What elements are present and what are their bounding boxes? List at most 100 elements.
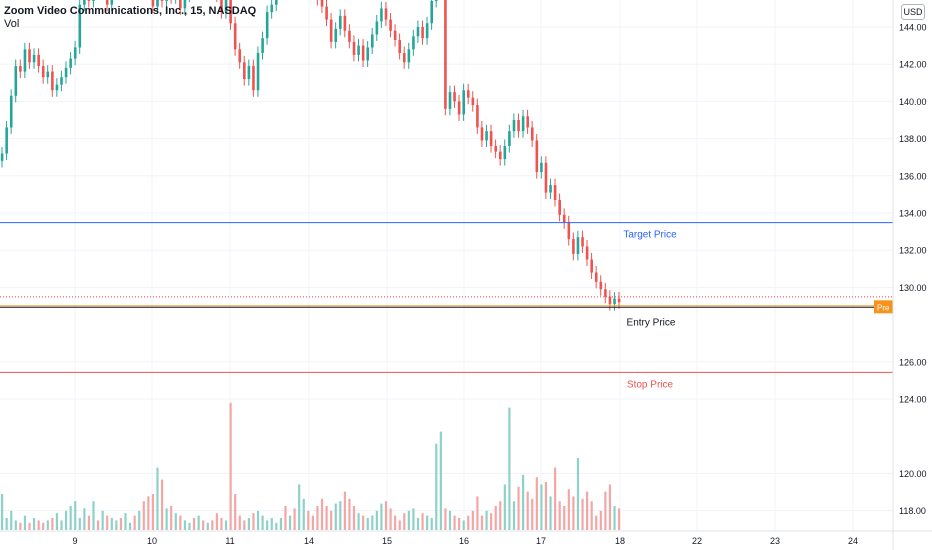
volume-bar [243,520,246,530]
volume-bar [160,479,164,530]
candle-body [530,127,534,141]
volume-bar [371,515,374,530]
time-tick-label: 15 [382,536,392,546]
volume-bar [261,515,264,530]
volume-bar [288,515,292,530]
time-axis[interactable]: 9 10 11 14 15 16 17 18 22 23 24 [0,530,932,546]
volume-bar [87,515,91,530]
volume-bar [430,518,433,530]
volume-bar [92,501,95,530]
volume-bar [403,513,406,530]
time-tick-label: 9 [72,536,77,546]
candle-body [416,27,420,37]
candle-body [457,101,461,115]
price-axis[interactable]: 144.00 142.00 140.00 138.00 136.00 134.00 132.… [892,0,932,550]
volume-bar [503,484,506,530]
candle-body [247,66,251,80]
volume-bar [179,515,182,530]
volume-bar [512,501,516,530]
volume-bar [188,522,191,530]
candle-body [110,0,114,5]
volume-bar [307,510,310,530]
volume-bar [398,520,401,530]
volume-bar [115,520,118,530]
candle-body [23,49,27,72]
candle-body [151,0,155,7]
volume-bar [554,467,557,530]
volume-bar [74,501,77,530]
candle-body [352,41,356,55]
volume-bar [334,503,337,530]
volume-bar [234,494,237,530]
candle-body [444,0,447,109]
volume-bar [14,520,17,530]
volume-bar [192,518,196,530]
volume-bar [421,513,424,530]
candle-body [594,272,598,282]
volume-bar [416,518,420,530]
volume-bar [558,501,561,530]
volume-bar [394,515,397,530]
time-tick-label: 11 [225,536,234,546]
currency-button[interactable]: USD [901,4,925,20]
volume-bar [46,520,49,530]
volume-bar [330,510,333,530]
stop-price-label: Stop Price [627,379,674,390]
candle-body [489,131,493,147]
volume-bar [471,510,474,530]
volume-bar [311,515,314,530]
volume-bar [151,494,155,530]
volume-bar [343,491,346,530]
candle-body [320,0,324,7]
volume-bar [448,510,452,530]
candle-body [412,36,415,50]
price-tick-label: 120.00 [899,469,927,479]
candle-body [380,8,383,22]
volume-bar [490,513,493,530]
volume-bar [23,515,27,530]
candle-body [78,4,82,48]
volume-bar [28,522,31,530]
candle-body [256,53,260,91]
volume-bar [106,515,109,530]
price-tick-label: 142.00 [899,60,927,70]
price-tick-label: 140.00 [899,97,927,107]
volume-bar [595,515,598,530]
volume-bar [142,501,145,530]
candle-body [37,54,40,67]
volume-bar [458,518,461,530]
volume-bar [224,520,228,530]
time-tick-label: 18 [615,536,625,546]
volume-bar [316,506,319,530]
volume-bar [256,510,260,530]
candle-body [275,0,278,5]
volume-bar [522,474,525,530]
candle-body [224,0,228,13]
price-axis-bg [893,0,932,550]
candle-body [270,4,274,13]
time-tick-label: 16 [459,536,469,546]
candle-body [585,246,589,260]
price-tick-label: 144.00 [899,23,927,33]
volume-bar [51,518,54,530]
volume-bar [266,520,269,530]
candle-body [576,237,580,254]
candle-body [466,90,470,98]
candle-body [480,127,484,141]
premarket-badge: Pre [877,303,890,312]
candle-body [243,62,246,80]
candle-body [471,97,475,106]
price-tick-label: 118.00 [899,506,926,516]
time-tick-label: 22 [692,536,702,546]
volume-bar [69,506,72,530]
volume-bar [540,484,543,530]
volume-bar [279,518,282,530]
volume-bar [389,508,392,530]
candle-body [361,45,365,61]
candle-body [83,0,86,5]
volume-bar [320,498,324,530]
volume-bar [357,513,360,530]
candle-body [329,19,333,42]
candle-body [389,19,392,31]
